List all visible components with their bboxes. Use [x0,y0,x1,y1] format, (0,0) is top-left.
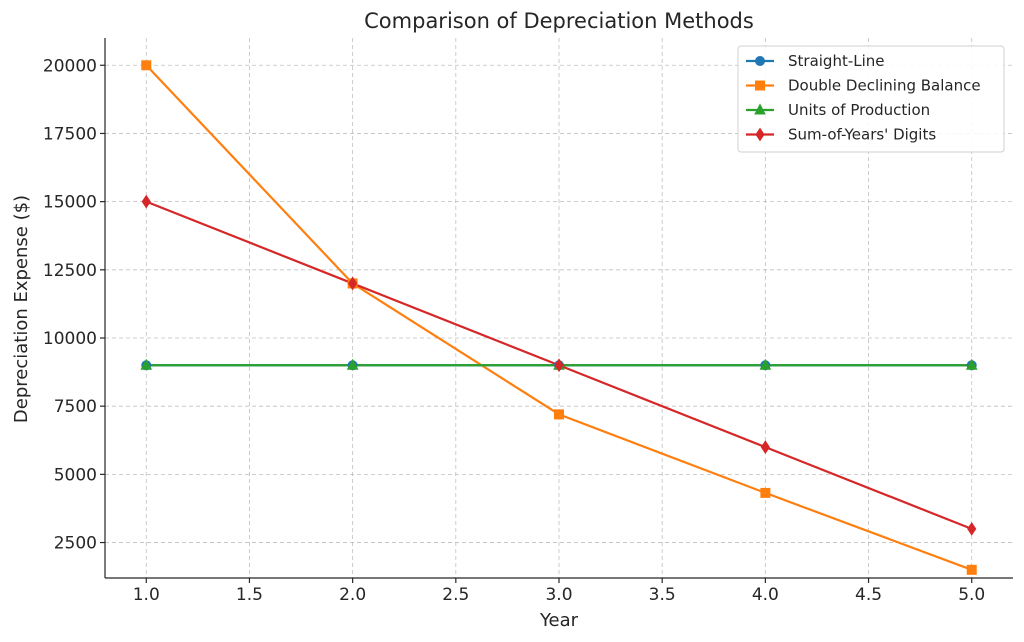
chart-title: Comparison of Depreciation Methods [364,9,754,33]
legend-entry-label: Straight-Line [788,52,885,70]
data-point-double-declining-balance [142,61,151,70]
legend-entry-label: Sum-of-Years' Digits [788,126,936,144]
y-tick-label: 12500 [43,261,97,281]
x-tick-label: 2.0 [339,585,366,605]
x-tick-label: 1.5 [236,585,263,605]
data-point-double-declining-balance [555,410,564,419]
data-point-sum-of-years-digits [761,441,769,453]
data-point-sum-of-years-digits [968,523,976,535]
legend: Straight-Line Double Declining Balance Uni… [738,46,1004,152]
x-tick-label: 4.5 [855,585,882,605]
y-tick-label: 15000 [43,193,97,213]
y-tick-label: 20000 [43,56,97,76]
x-tick-label: 4.0 [752,585,779,605]
legend-swatch-marker [756,57,765,66]
x-tick-label: 2.5 [442,585,469,605]
data-point-double-declining-balance [761,488,770,497]
y-axis-label: Depreciation Expense ($) [11,195,32,423]
y-tick-label: 7500 [54,397,97,417]
line-chart: 1.0 1.5 2.0 2.5 3.0 3.5 4.0 4.5 5.0 2500 5000 7500 1… [0,0,1024,642]
data-point-sum-of-years-digits [142,196,150,208]
legend-swatch-marker [756,81,765,90]
x-tick-label: 5.0 [958,585,985,605]
chart-container: 1.0 1.5 2.0 2.5 3.0 3.5 4.0 4.5 5.0 2500 5000 7500 1… [0,0,1024,642]
data-point-double-declining-balance [967,565,976,574]
x-axis-label: Year [539,610,579,631]
y-tick-label: 5000 [54,465,97,485]
x-tick-label: 1.0 [133,585,160,605]
x-tick-label: 3.0 [545,585,572,605]
y-tick-label: 17500 [43,124,97,144]
legend-entry-label: Double Declining Balance [788,77,981,95]
y-tick-label: 2500 [54,534,97,554]
x-tick-label: 3.5 [649,585,676,605]
y-tick-label: 10000 [43,329,97,349]
legend-entry-label: Units of Production [788,101,930,119]
